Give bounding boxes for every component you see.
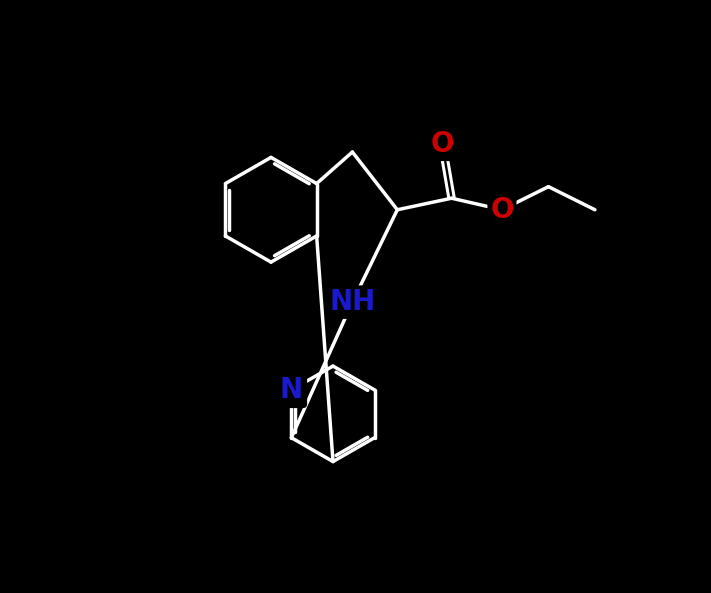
Text: N: N <box>280 376 303 404</box>
Text: O: O <box>431 130 454 158</box>
Text: NH: NH <box>329 288 375 316</box>
Text: O: O <box>490 196 514 224</box>
